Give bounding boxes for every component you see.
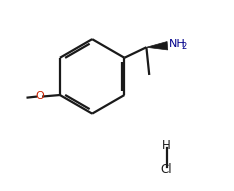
Text: H: H — [162, 139, 171, 152]
Text: O: O — [36, 91, 44, 101]
Text: 2: 2 — [181, 42, 186, 51]
Text: NH: NH — [169, 39, 186, 49]
Polygon shape — [146, 42, 168, 50]
Text: Cl: Cl — [161, 163, 172, 176]
